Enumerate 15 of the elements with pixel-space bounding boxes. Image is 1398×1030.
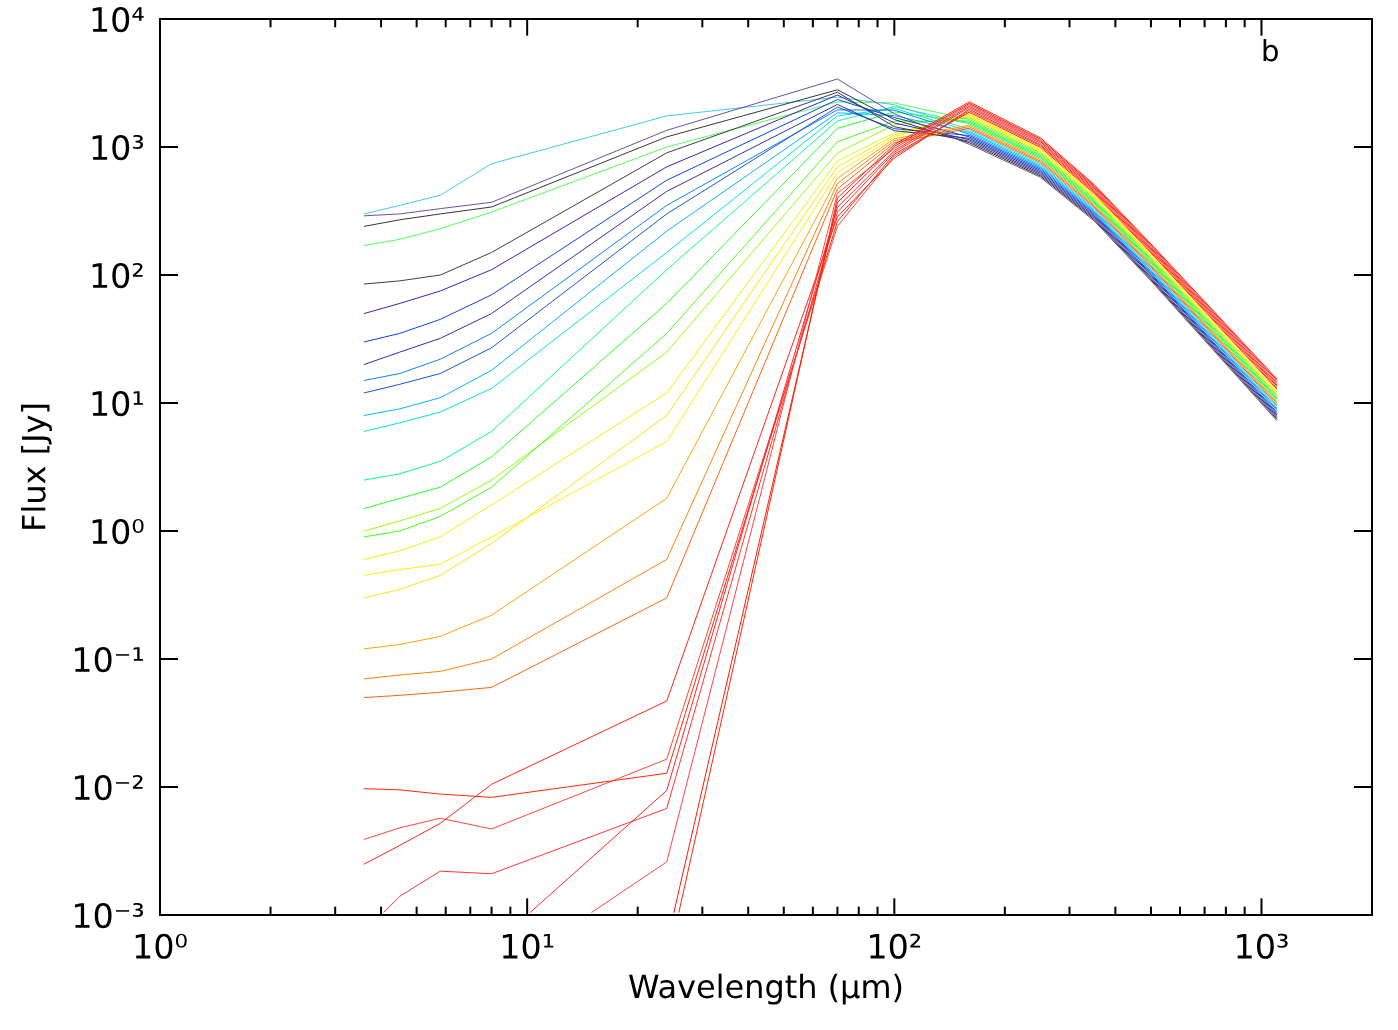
- y-tick-label: 10⁻¹: [75, 646, 143, 673]
- x-axis-title: Wavelength (μm): [629, 973, 902, 1005]
- y-tick-label: 10⁰: [92, 518, 144, 545]
- x-tick-label: 10³: [1237, 933, 1288, 959]
- y-tick-label: 10⁴: [92, 6, 144, 33]
- y-tick-label: 10³: [92, 134, 144, 161]
- y-tick-label: 10⁻³: [75, 902, 144, 929]
- y-axis-title: Flux [Jy]: [20, 404, 52, 529]
- x-tick-label: 10²: [870, 933, 921, 959]
- y-tick-label: 10²: [92, 262, 143, 289]
- x-tick-label: 10¹: [502, 933, 554, 959]
- y-tick-label: 10¹: [92, 390, 143, 417]
- x-tick-label: 10⁰: [135, 933, 187, 959]
- annotation: b: [1263, 38, 1278, 62]
- y-tick-label: 10⁻²: [75, 774, 143, 801]
